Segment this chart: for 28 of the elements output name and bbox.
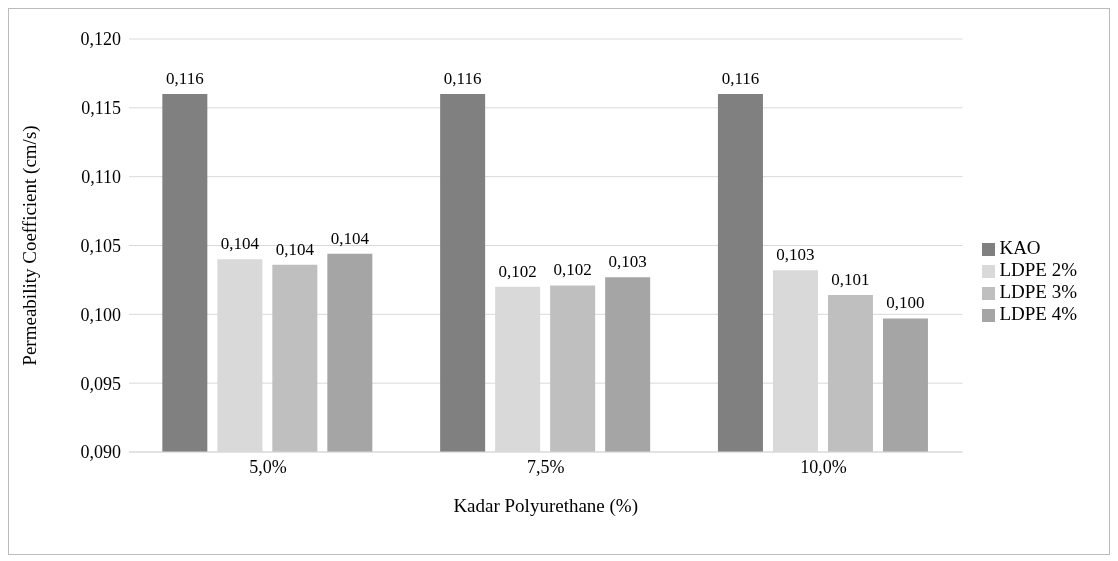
data-label: 0,104: [220, 234, 260, 254]
data-label: 0,116: [443, 69, 482, 89]
y-axis-title: Permeability Coefficient (cm/s): [18, 125, 41, 366]
x-tick-label: 7,5%: [526, 456, 565, 477]
legend-label: LDPE 3%: [999, 280, 1077, 302]
data-label: 0,101: [831, 270, 870, 290]
x-tick-label: 5,0%: [249, 456, 287, 477]
y-tick-label: 0,110: [81, 167, 121, 188]
x-axis-title: Kadar Polyurethane (%): [453, 495, 639, 517]
data-label: 0,116: [721, 69, 760, 89]
data-label: 0,104: [330, 228, 370, 248]
legend-label: KAO: [999, 236, 1041, 258]
y-tick-label: 0,100: [80, 304, 121, 325]
data-label: 0,104: [275, 239, 315, 259]
data-label: 0,102: [498, 261, 537, 281]
data-label: 0,103: [776, 245, 815, 265]
x-tick-label: 10,0%: [800, 456, 847, 477]
y-tick-label: 0,105: [80, 235, 121, 256]
legend-label: LDPE 2%: [999, 258, 1077, 280]
data-label: 0,100: [886, 293, 925, 313]
data-label: 0,116: [166, 69, 204, 89]
y-tick-label: 0,090: [80, 442, 121, 463]
y-tick-label: 0,120: [80, 29, 121, 50]
y-tick-label: 0,095: [80, 373, 121, 394]
legend-label: LDPE 4%: [999, 302, 1077, 324]
data-label: 0,103: [608, 252, 647, 272]
y-tick-label: 0,115: [81, 98, 121, 119]
data-label: 0,102: [553, 260, 592, 280]
